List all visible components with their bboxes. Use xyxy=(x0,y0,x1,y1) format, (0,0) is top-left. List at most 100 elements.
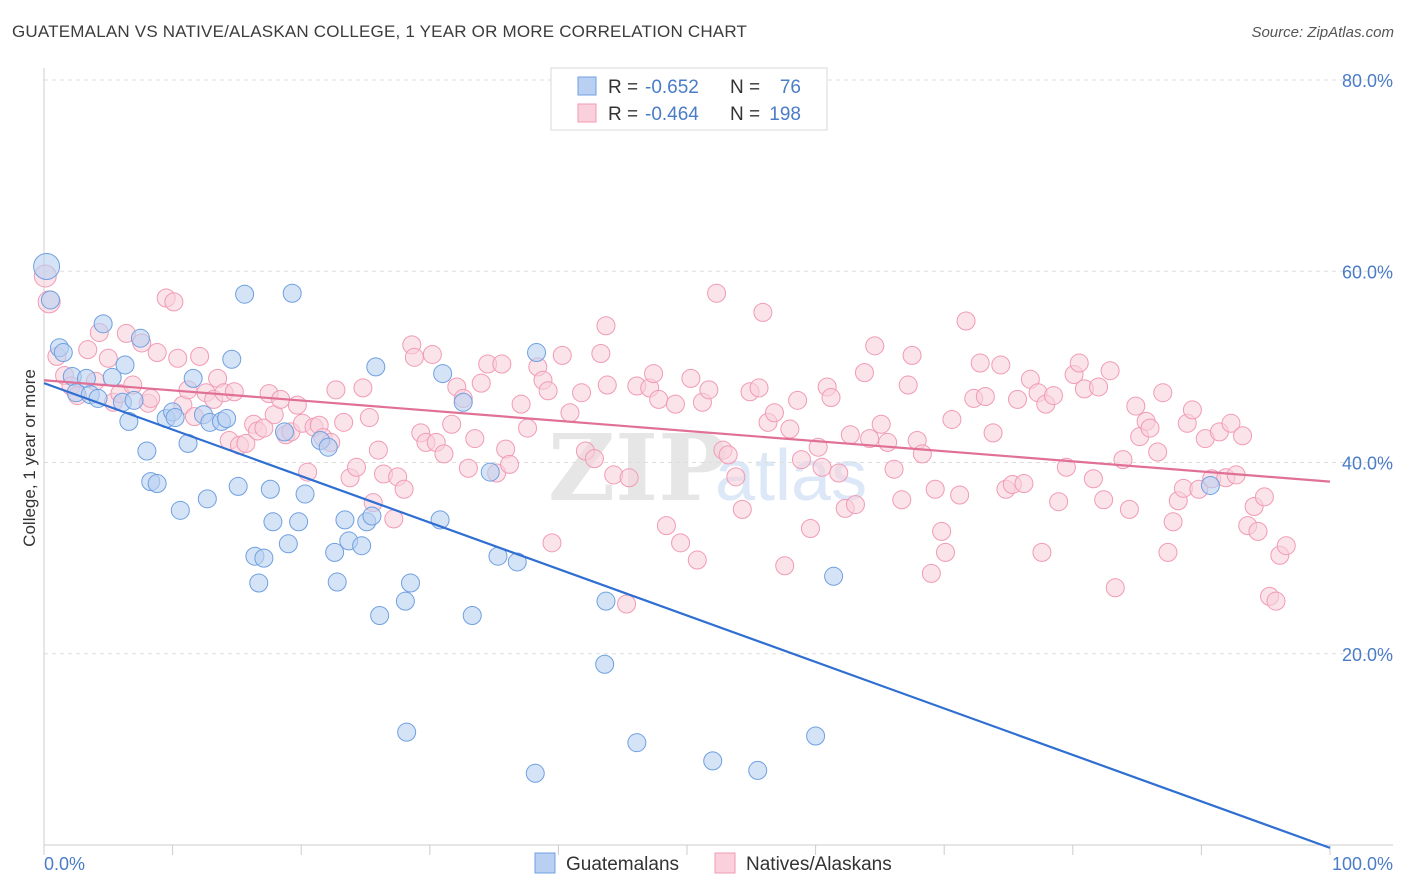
natives-point xyxy=(1044,386,1064,406)
guatemalans-point xyxy=(282,283,302,303)
natives-point xyxy=(871,414,891,434)
natives-point xyxy=(860,429,880,449)
guatemalans-point xyxy=(115,355,135,375)
natives-point xyxy=(518,418,538,438)
guatemalans-point xyxy=(295,484,315,504)
natives-point xyxy=(821,387,841,407)
guatemalans-point xyxy=(366,357,386,377)
guatemalans-point xyxy=(289,512,309,532)
natives-point xyxy=(1254,487,1274,507)
natives-point xyxy=(898,375,918,395)
natives-point xyxy=(1094,490,1114,510)
guatemalans-point xyxy=(119,411,139,431)
guatemalans-point xyxy=(352,536,372,556)
data-points xyxy=(33,252,1296,783)
natives-point xyxy=(854,363,874,383)
natives-point xyxy=(164,292,184,312)
natives-point xyxy=(584,449,604,469)
natives-point xyxy=(726,467,746,487)
guatemalans-point xyxy=(93,314,113,334)
natives-point xyxy=(1266,591,1286,611)
x-tick-max: 100.0% xyxy=(1332,854,1393,874)
natives-point xyxy=(912,444,932,464)
guatemalans-point xyxy=(318,437,338,457)
natives-point xyxy=(458,458,478,478)
natives-point xyxy=(98,348,118,368)
natives-point xyxy=(1119,499,1139,519)
natives-point xyxy=(656,516,676,536)
guatemalans-trend-line xyxy=(43,382,1331,849)
guatemalans-point xyxy=(806,726,826,746)
natives-point xyxy=(552,345,572,365)
guatemalans-point xyxy=(260,479,280,499)
natives-point xyxy=(617,594,637,614)
natives-point xyxy=(884,459,904,479)
stats-r-value-2: -0.464 xyxy=(645,104,699,125)
natives-point xyxy=(775,556,795,576)
guatemalans-point xyxy=(627,733,647,753)
natives-point xyxy=(500,454,520,474)
natives-point xyxy=(975,387,995,407)
guatemalans-point xyxy=(362,506,382,526)
natives-point xyxy=(840,425,860,445)
natives-point xyxy=(845,495,865,515)
natives-point xyxy=(829,463,849,483)
natives-point xyxy=(812,457,832,477)
natives-point xyxy=(471,373,491,393)
natives-point xyxy=(492,354,512,374)
natives-point xyxy=(394,479,414,499)
guatemalans-point xyxy=(254,548,274,568)
natives-point xyxy=(78,340,98,360)
natives-point xyxy=(591,343,611,363)
natives-point xyxy=(681,368,701,388)
guatemalans-point xyxy=(197,489,217,509)
natives-point xyxy=(604,465,624,485)
natives-point xyxy=(1100,361,1120,381)
y-tick-labels: 20.0% 40.0% 60.0% 80.0% xyxy=(1342,71,1393,665)
natives-point xyxy=(619,468,639,488)
natives-point xyxy=(902,345,922,365)
guatemalans-point xyxy=(147,474,167,494)
natives-point xyxy=(707,283,727,303)
guatemalans-point xyxy=(33,252,61,280)
guatemalans-point xyxy=(453,392,473,412)
y-tick-label: 40.0% xyxy=(1342,454,1393,474)
natives-point xyxy=(788,390,808,410)
natives-point xyxy=(511,394,531,414)
natives-point xyxy=(326,380,346,400)
guatemalans-point xyxy=(137,441,157,461)
guatemalans-point xyxy=(480,462,500,482)
natives-point xyxy=(1056,457,1076,477)
natives-point xyxy=(147,343,167,363)
guatemalans-point xyxy=(527,343,547,363)
natives-point xyxy=(892,490,912,510)
natives-point xyxy=(699,380,719,400)
natives-point xyxy=(1126,396,1146,416)
natives-point xyxy=(718,445,738,465)
natives-point xyxy=(190,346,210,366)
guatemalans-point xyxy=(165,408,185,428)
guatemalans-point xyxy=(235,284,255,304)
guatemalans-point xyxy=(274,422,294,442)
natives-point xyxy=(1276,536,1296,556)
guatemalans-point xyxy=(370,606,390,625)
natives-point xyxy=(1163,512,1183,532)
guatemalans-point xyxy=(325,542,345,562)
guatemalans-point xyxy=(703,751,723,771)
natives-point xyxy=(732,499,752,519)
natives-point xyxy=(649,389,669,409)
stats-n-value-1: 76 xyxy=(780,77,801,98)
stats-r-value-1: -0.652 xyxy=(645,77,699,98)
legend-swatch-guatemalans xyxy=(534,852,556,874)
guatemalans-point xyxy=(462,606,482,625)
guatemalans-point xyxy=(596,591,616,611)
y-axis-label: College, 1 year or more xyxy=(20,369,39,547)
guatemalans-point xyxy=(249,573,269,593)
natives-point xyxy=(353,378,373,398)
natives-point xyxy=(224,382,244,402)
natives-point xyxy=(1140,418,1160,438)
natives-point xyxy=(1049,492,1069,512)
natives-point xyxy=(334,412,354,432)
guatemalans-point xyxy=(222,349,242,369)
natives-point xyxy=(465,429,485,449)
